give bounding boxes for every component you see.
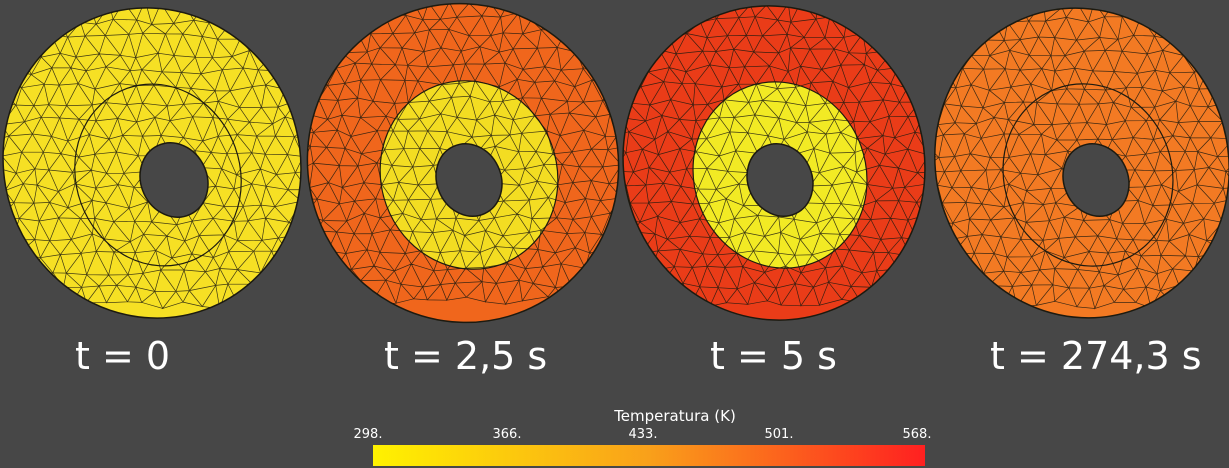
time-label-t2-5: t = 2,5 s	[384, 334, 548, 378]
colorbar-tick-3: 501.	[764, 427, 794, 442]
rotor-center-hole-0	[139, 142, 209, 218]
colorbar-title: Temperatura (K)	[614, 407, 736, 425]
rotor-disc-3	[911, 0, 1229, 319]
rotor-disc-2	[599, 0, 959, 321]
rotor-disc-1	[283, 0, 664, 324]
time-label-t5: t = 5 s	[710, 334, 837, 378]
rotor-disc-0	[0, 0, 340, 319]
rotor-render-scene	[0, 0, 1229, 324]
colorbar-gradient	[373, 445, 925, 466]
time-label-t0: t = 0	[75, 334, 171, 378]
colorbar-tick-0: 298.	[353, 427, 383, 442]
time-label-t274-3: t = 274,3 s	[990, 334, 1202, 378]
colorbar-tick-2: 433.	[628, 427, 658, 442]
rotor-center-hole-1	[435, 143, 503, 217]
colorbar-tick-1: 366.	[492, 427, 522, 442]
rotor-center-hole-3	[1062, 143, 1130, 217]
rotor-center-hole-2	[746, 143, 814, 217]
colorbar-tick-4: 568.	[902, 427, 932, 442]
